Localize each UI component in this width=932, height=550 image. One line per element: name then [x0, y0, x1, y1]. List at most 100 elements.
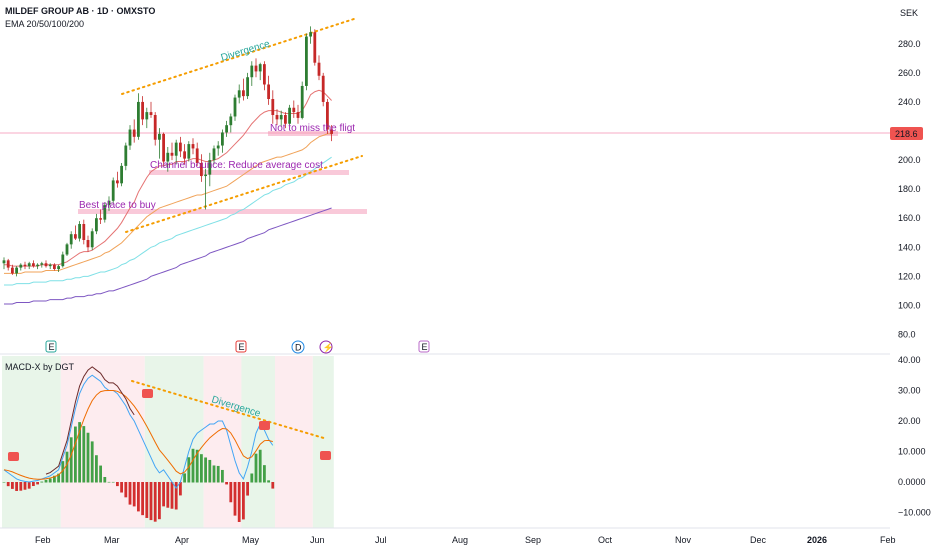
candle-body: [23, 264, 27, 267]
macd-hist-bar: [74, 426, 77, 483]
macd-hist-bar: [195, 449, 199, 483]
candle-body: [107, 200, 111, 206]
candle-body: [166, 152, 170, 162]
symbol-title[interactable]: MILDEF GROUP AB · 1D · OMXSTO: [5, 6, 156, 16]
candle-body: [82, 224, 86, 240]
candle-body: [145, 112, 149, 120]
macd-hist-bar: [36, 482, 39, 485]
macd-hist-bar: [204, 457, 207, 483]
candle-body: [284, 115, 287, 124]
macd-hist-bar: [40, 481, 44, 483]
candle-body: [271, 99, 275, 116]
candle-body: [61, 254, 65, 267]
candle-body: [212, 148, 216, 161]
divergence-label-price: Divergence: [220, 38, 272, 63]
indicator-label[interactable]: EMA 20/50/100/200: [5, 19, 85, 29]
event-markers[interactable]: E E D ⚡ E: [45, 340, 430, 354]
candle-body: [90, 231, 94, 248]
time-axis[interactable]: Feb Mar Apr May Jun Jul Aug Sep Oct Nov Dec 2026 Feb: [35, 535, 896, 545]
macd-hist-bar: [23, 482, 27, 490]
macd-hist-bar: [116, 482, 119, 487]
candle-body: [141, 101, 144, 120]
macd-hist-bar: [267, 480, 270, 483]
signal-markers: [8, 389, 331, 461]
macd-background: [2, 356, 334, 528]
candle-body: [153, 115, 157, 140]
time-tick-label: May: [242, 535, 260, 545]
candle-body: [296, 112, 300, 118]
candle-body: [321, 75, 325, 102]
candle-body: [95, 218, 98, 232]
macd-hist-bar: [132, 482, 136, 507]
macd-hist-bar: [15, 482, 18, 491]
earnings-marker[interactable]: [235, 340, 247, 353]
earnings-marker-future[interactable]: [418, 340, 430, 353]
candle-body: [137, 101, 140, 137]
time-tick-label: Feb: [880, 535, 896, 545]
earnings-marker-label: E: [49, 342, 55, 352]
macd-hist-bar: [179, 482, 182, 496]
macd-hist-bar: [103, 476, 107, 483]
macd-hist-bar: [111, 481, 115, 483]
candle-body: [57, 266, 60, 270]
macd-hist-bar: [166, 482, 170, 508]
macd-bg-band: [312, 356, 334, 528]
macd-hist-bar: [246, 482, 249, 496]
earnings-marker[interactable]: [45, 340, 57, 353]
candle-body: [11, 267, 14, 274]
macd-hist-bar: [153, 482, 157, 522]
candle-body: [317, 62, 321, 76]
split-marker[interactable]: [319, 340, 333, 354]
candle-body: [313, 32, 317, 63]
macd-dark-line: [45, 366, 135, 475]
candle-body: [179, 142, 182, 152]
price-tick-label: 180.0: [898, 184, 921, 194]
macd-hist-bar: [233, 482, 237, 516]
price-tick-label: 280.0: [898, 39, 921, 49]
time-tick-label: 2026: [807, 535, 827, 545]
currency-label: SEK: [900, 8, 919, 18]
macd-hist-bar: [78, 422, 81, 483]
macd-hist-bar: [258, 449, 262, 483]
macd-axis[interactable]: −10.000 0.0000 10.000 20.00 30.00 40.00: [898, 355, 931, 518]
macd-hist-bar: [225, 482, 228, 485]
macd-bg-band: [2, 356, 61, 528]
dividend-marker[interactable]: [291, 340, 305, 354]
time-tick-label: Nov: [675, 535, 692, 545]
macd-hist-bar: [237, 482, 241, 522]
sell-signal-marker: [259, 421, 270, 430]
macd-hist-bar: [2, 482, 6, 483]
candle-body: [263, 64, 266, 85]
price-tick-label: 260.0: [898, 68, 921, 78]
candle-body: [288, 107, 291, 124]
candle-body: [40, 263, 44, 265]
macd-hist-bar: [69, 437, 73, 483]
candle-body: [132, 129, 136, 137]
candle-body: [174, 142, 178, 156]
macd-tick-label: 30.00: [898, 386, 921, 396]
candle-body: [170, 152, 174, 156]
channel-upper-line: [121, 17, 358, 95]
candle-body: [48, 264, 52, 267]
ema100-line: [4, 156, 332, 286]
candle-body: [19, 264, 23, 268]
candles[interactable]: [2, 26, 333, 277]
candle-body: [15, 267, 18, 274]
macd-hist-bar: [208, 459, 212, 483]
candle-body: [162, 133, 165, 162]
price-tick-label: 140.0: [898, 242, 921, 252]
candle-body: [120, 165, 123, 184]
candle-body: [216, 145, 220, 149]
candle-body: [116, 180, 119, 184]
macd-title[interactable]: MACD-X by DGT: [5, 362, 75, 372]
earnings-marker-label: E: [239, 342, 245, 352]
time-tick-label: Apr: [175, 535, 189, 545]
price-axis[interactable]: 80.0100.0120.0140.0160.0180.0200.0220.02…: [898, 39, 921, 340]
candle-body: [78, 224, 81, 239]
macd-hist-bar: [61, 461, 65, 483]
macd-hist-bar: [183, 473, 186, 483]
macd-hist-bar: [149, 482, 153, 521]
candle-body: [99, 218, 102, 220]
candle-body: [254, 65, 258, 72]
